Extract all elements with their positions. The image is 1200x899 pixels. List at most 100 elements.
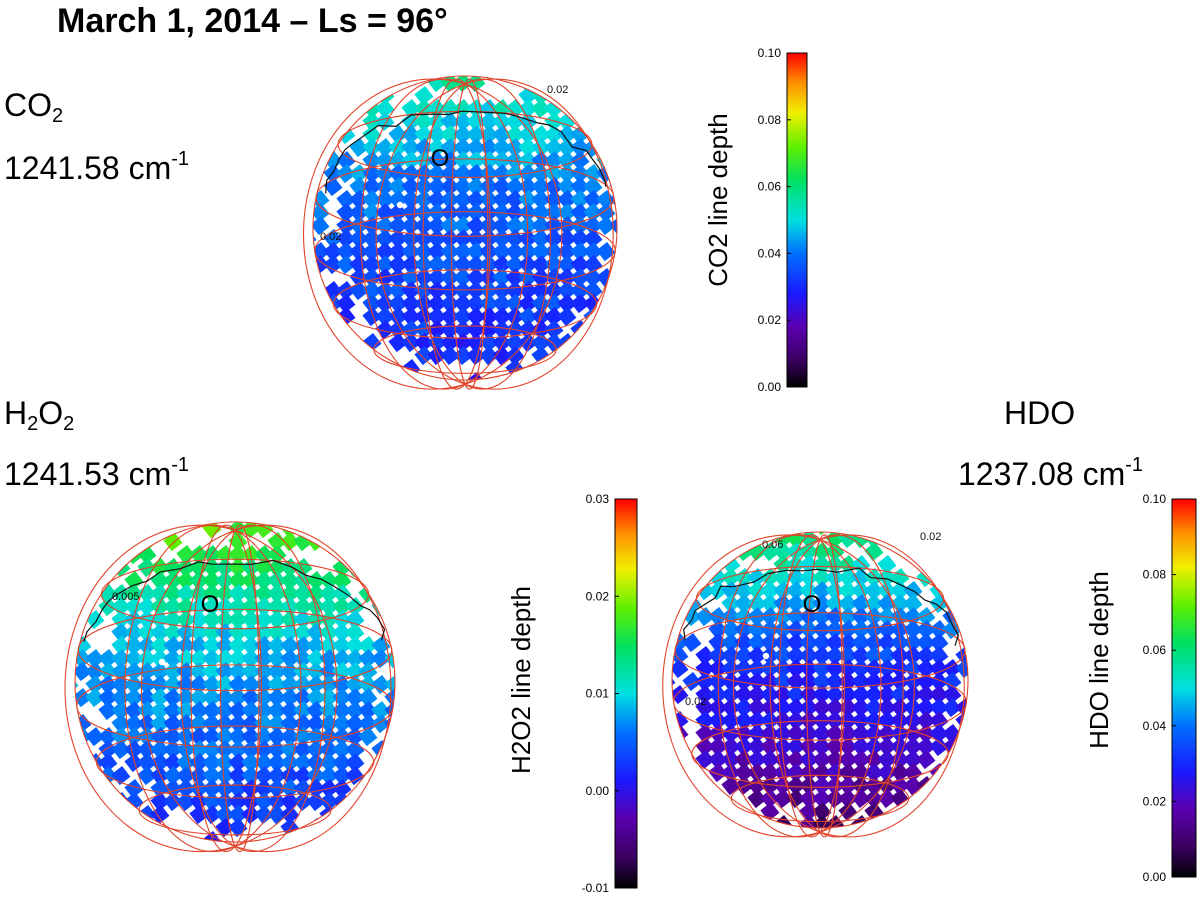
map-pixel: [313, 216, 330, 236]
map-pixel: [319, 597, 339, 617]
map-pixel: [851, 581, 871, 601]
map-pixel: [544, 307, 564, 327]
map-pixel: [414, 320, 434, 340]
map-pixel: [267, 532, 287, 552]
map-pixel: [371, 571, 391, 591]
map-pixel: [812, 594, 832, 614]
map-pixel: [345, 740, 365, 760]
map-pixel: [358, 649, 378, 669]
sub-observer-label: O: [803, 591, 822, 618]
map-pixel: [695, 532, 715, 549]
colorbar-tick-label: 0.01: [586, 687, 610, 701]
longitude-line: [717, 534, 882, 838]
map-pixel: [362, 76, 382, 93]
map-pixel: [786, 646, 806, 666]
map-pixel: [75, 558, 92, 578]
map-pixel: [323, 346, 343, 366]
map-pixel: [916, 659, 936, 679]
map-pixel: [189, 636, 209, 656]
map-pixel: [557, 294, 577, 314]
map-pixel: [228, 662, 248, 682]
map-pixel: [799, 763, 819, 783]
map-pixel: [336, 294, 356, 314]
map-pixel: [492, 242, 512, 262]
map-pixel: [812, 802, 832, 822]
map-pixel: [721, 620, 741, 640]
map-pixel: [890, 828, 909, 847]
map-pixel: [228, 558, 248, 578]
map-pixel: [254, 779, 274, 799]
map-pixel: [332, 766, 352, 786]
map-pixel: [427, 177, 447, 197]
map-pixel: [531, 333, 551, 353]
map-pixel: [544, 177, 564, 197]
map-pixel: [708, 532, 728, 549]
map-pixel: [163, 714, 183, 734]
map-pixel: [672, 555, 676, 575]
map-pixel: [176, 545, 196, 565]
map-pixel: [332, 753, 352, 773]
map-pixel: [98, 688, 118, 708]
map-pixel: [388, 125, 408, 145]
map-pixel: [427, 190, 447, 210]
map-pixel: [313, 151, 317, 171]
globe-2-contours: 0.02 0.06 0.02: [683, 531, 960, 708]
latitude-line: [76, 664, 394, 748]
map-pixel: [75, 522, 92, 539]
map-pixel: [864, 620, 884, 640]
map-pixel: [672, 542, 689, 562]
longitude-line: [806, 534, 843, 838]
map-pixel: [609, 112, 617, 132]
map-pixel: [518, 242, 538, 262]
map-pixel: [323, 242, 343, 262]
map-pixel: [163, 597, 183, 617]
map-pixel: [280, 522, 300, 526]
map-pixel: [583, 164, 603, 184]
map-pixel: [440, 216, 460, 236]
map-pixel: [306, 662, 326, 682]
map-pixel: [332, 740, 352, 760]
map-pixel: [968, 711, 987, 730]
map-pixel: [124, 571, 144, 591]
map-pixel: [968, 724, 987, 743]
map-pixel: [241, 649, 261, 669]
map-pixel: [799, 724, 819, 744]
map-pixel: [414, 333, 434, 353]
map-pixel: [760, 607, 780, 627]
colorbar-tick-label: 0.00: [1143, 870, 1167, 884]
map-pixel: [734, 672, 754, 692]
map-pixel: [306, 792, 326, 812]
map-pixel: [518, 138, 538, 158]
map-pixel: [557, 359, 577, 379]
map-pixel: [176, 558, 196, 578]
map-pixel: [189, 701, 209, 721]
map-pixel: [916, 724, 936, 744]
map-pixel: [440, 164, 460, 184]
map-pixel: [968, 672, 987, 691]
map-pixel: [747, 737, 767, 757]
map-pixel: [228, 610, 248, 630]
map-pixel: [786, 763, 806, 783]
map-pixel: [75, 753, 79, 773]
latitude-line: [77, 608, 393, 692]
map-pixel: [531, 268, 551, 288]
map-pixel: [215, 597, 235, 617]
map-pixel: [890, 659, 910, 679]
map-pixel: [825, 646, 845, 666]
map-pixel: [414, 86, 434, 106]
map-pixel: [492, 125, 512, 145]
map-pixel: [306, 701, 326, 721]
map-pixel: [358, 831, 378, 842]
map-pixel: [734, 737, 754, 757]
map-pixel: [505, 76, 525, 80]
map-pixel: [877, 633, 897, 653]
map-pixel: [202, 610, 222, 630]
map-pixel: [609, 216, 617, 236]
map-pixel: [98, 753, 118, 773]
map-pixel: [890, 750, 910, 770]
map-pixel: [75, 532, 92, 552]
map-pixel: [75, 584, 79, 604]
map-pixel: [544, 268, 564, 288]
map-pixel: [293, 701, 313, 721]
map-pixel: [427, 346, 447, 366]
